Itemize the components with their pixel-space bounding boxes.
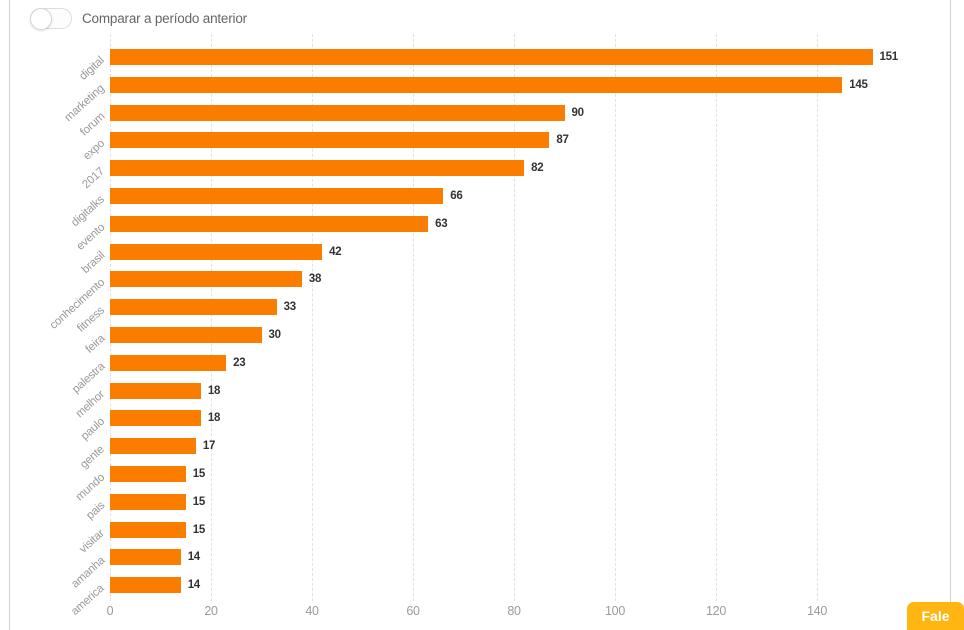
bar-value-label: 15: [192, 523, 206, 536]
x-axis-tick-label: 0: [106, 604, 114, 618]
chat-fale-button[interactable]: Fale: [907, 602, 964, 630]
gridline-x-60: [413, 34, 414, 601]
bar-value-label: 42: [329, 245, 342, 258]
bar-forum[interactable]: [110, 104, 565, 121]
bar-value-label: 151: [879, 51, 899, 63]
bar-paulo[interactable]: [110, 410, 201, 427]
bar-value-label: 17: [202, 440, 216, 453]
x-axis-tick-label: 140: [807, 604, 827, 618]
compare-period-toggle[interactable]: [30, 8, 72, 30]
bar-value-label: 23: [233, 356, 246, 369]
gridline-x-120: [716, 34, 717, 601]
bar-value-label: 15: [192, 495, 206, 508]
toggle-knob-icon: [30, 8, 52, 30]
panel-left-border: [9, 0, 10, 630]
bar-2017[interactable]: [110, 160, 525, 177]
bar-america[interactable]: [110, 577, 181, 594]
bar-fitness[interactable]: [110, 299, 277, 316]
gridline-x-0: [110, 34, 111, 601]
bar-gente[interactable]: [110, 438, 196, 455]
bar-value-label: 14: [187, 551, 201, 564]
compare-toggle-row: Comparar a período anterior: [30, 8, 247, 30]
bar-value-label: 63: [435, 217, 448, 230]
bar-pais[interactable]: [110, 493, 186, 510]
gridline-x-100: [615, 34, 616, 601]
bar-feira[interactable]: [110, 327, 262, 343]
category-label: expo: [81, 137, 108, 164]
bar-value-label: 18: [207, 384, 221, 397]
gridline-x-40: [312, 34, 313, 601]
x-axis-tick-label: 100: [605, 604, 625, 618]
bar-value-label: 145: [849, 78, 868, 91]
bar-palestra[interactable]: [110, 354, 227, 371]
bar-value-label: 82: [531, 162, 544, 175]
bar-melhor[interactable]: [110, 382, 201, 399]
bar-value-label: 87: [556, 134, 569, 147]
bar-visitar[interactable]: [110, 521, 186, 538]
category-label: mundo: [73, 471, 108, 504]
bar-amanha[interactable]: [110, 549, 181, 566]
bar-value-label: 33: [283, 301, 297, 314]
category-label: gente: [78, 443, 108, 472]
bar-value-label: 15: [192, 468, 206, 480]
bar-digital[interactable]: [110, 49, 873, 65]
x-axis-tick-label: 80: [507, 604, 521, 618]
bar-brasil[interactable]: [110, 243, 323, 260]
x-axis-tick-label: 120: [706, 604, 726, 618]
panel-right-border: [950, 0, 951, 630]
bar-value-label: 18: [207, 412, 221, 425]
gridline-x-20: [211, 34, 212, 601]
bar-value-label: 66: [450, 190, 463, 202]
x-axis-tick-label: 40: [305, 604, 319, 618]
bar-value-label: 38: [308, 273, 322, 286]
gridline-x-140: [817, 34, 818, 601]
bar-conhecimento[interactable]: [110, 271, 302, 288]
category-label: 2017: [80, 165, 108, 192]
bar-evento[interactable]: [110, 215, 429, 232]
compare-toggle-label: Comparar a período anterior: [82, 11, 247, 26]
bar-digitalks[interactable]: [110, 188, 444, 204]
bar-mundo[interactable]: [110, 466, 186, 482]
gridline-x-80: [514, 34, 515, 601]
bar-value-label: 30: [268, 329, 282, 341]
category-label: digital: [77, 54, 108, 83]
bar-marketing[interactable]: [110, 76, 843, 93]
bar-value-label: 14: [187, 579, 201, 592]
x-axis-tick-label: 60: [406, 604, 420, 618]
bar-value-label: 90: [571, 106, 585, 119]
bar-expo[interactable]: [110, 132, 550, 149]
x-axis-tick-label: 20: [204, 604, 218, 618]
category-label: visitar: [77, 527, 108, 556]
